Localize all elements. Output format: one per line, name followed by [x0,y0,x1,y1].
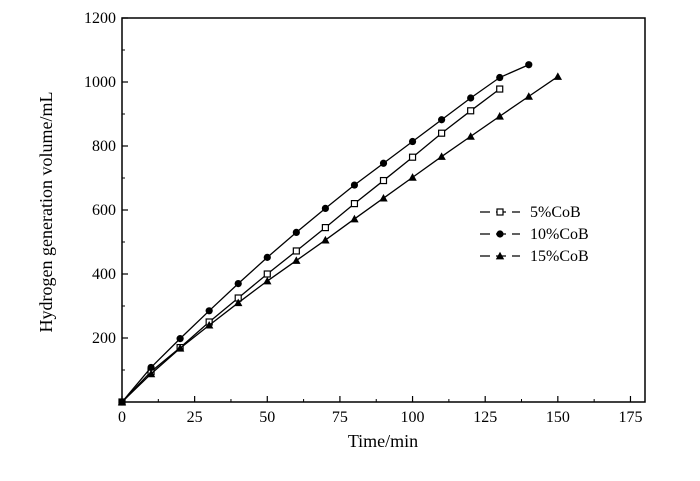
data-point [438,116,446,124]
x-tick-label: 75 [332,409,348,426]
x-axis-ticks: 0 25 50 75 100 125 150 175 [118,396,642,426]
data-point [496,230,504,238]
data-point [234,298,243,307]
series-layer [117,61,563,406]
data-point [321,235,330,244]
data-point [175,344,185,352]
data-point [408,173,417,181]
data-point [147,363,155,372]
y-tick-label: 600 [92,202,116,219]
y-tick-label: 800 [92,138,116,155]
data-point [496,73,504,82]
data-point [467,94,475,102]
data-point [408,153,417,161]
data-point [117,397,127,406]
data-point [524,92,533,100]
data-point [350,200,359,208]
data-point [496,208,504,216]
x-tick-label: 0 [118,409,126,426]
data-point [263,253,271,261]
legend: 5%CoB 10%CoB 15%CoB [480,204,589,265]
x-tick-label: 25 [187,409,203,426]
data-point [525,61,533,69]
x-tick-label: 125 [473,409,497,426]
y-axis-title: Hydrogen generation volume/mL [36,92,56,333]
data-point [234,280,242,288]
series-15pct-cob [117,72,563,406]
data-point [263,270,271,278]
series-line [121,76,559,403]
data-point [496,85,504,93]
data-point [379,159,388,167]
y-tick-label: 1200 [84,10,116,27]
data-point [263,276,272,285]
y-tick-label: 1000 [84,74,116,91]
data-point [204,321,214,329]
x-tick-label: 50 [259,409,275,426]
legend-label: 15%CoB [530,248,589,265]
data-point [467,107,475,115]
x-tick-label: 175 [618,409,642,426]
data-point [438,129,446,137]
series-5pct-cob [118,85,504,406]
legend-item: 5%CoB [480,204,581,221]
data-point [466,132,475,140]
data-point [350,181,359,189]
data-point [176,335,184,343]
x-axis-title: Time/min [348,431,418,451]
data-point [437,152,446,160]
data-point [292,228,300,236]
data-point [205,307,213,315]
y-axis-ticks: 200 400 600 800 1000 1200 [84,10,128,371]
data-point [321,204,329,212]
data-point [350,214,359,223]
legend-label: 10%CoB [530,226,589,243]
legend-item: 15%CoB [480,248,589,265]
x-tick-label: 100 [401,409,425,426]
data-point [495,251,505,260]
series-line [121,88,501,403]
data-point [495,112,504,120]
data-point [553,72,563,80]
data-point [379,193,388,202]
data-point [292,256,301,264]
data-point [408,137,417,146]
data-point [379,176,388,185]
data-point [292,247,300,255]
data-point [146,369,156,378]
legend-label: 5%CoB [530,204,581,221]
y-tick-label: 200 [92,330,116,347]
series-10pct-cob [118,61,533,406]
data-point [321,224,329,232]
legend-item: 10%CoB [480,226,589,243]
x-tick-label: 150 [546,409,570,426]
y-tick-label: 400 [92,266,116,283]
